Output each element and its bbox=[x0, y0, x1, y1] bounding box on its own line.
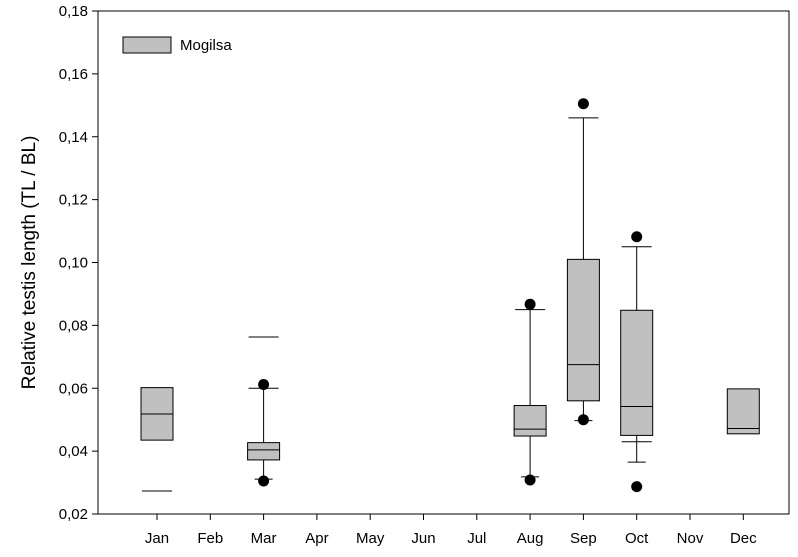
x-tick-label: Jun bbox=[411, 530, 435, 547]
y-tick-label: 0,08 bbox=[59, 317, 88, 334]
outlier-point bbox=[524, 474, 536, 486]
outlier-point bbox=[258, 378, 270, 390]
box-body bbox=[247, 442, 281, 461]
box-series bbox=[140, 98, 760, 493]
y-tick-label: 0,06 bbox=[59, 380, 88, 397]
box-dec bbox=[726, 388, 760, 435]
x-tick-label: Aug bbox=[517, 530, 544, 547]
box-sep bbox=[566, 98, 600, 426]
x-axis: Jan Feb Mar Apr May Jun Jul Aug Sep Oct Nov Dec bbox=[145, 514, 757, 547]
y-tick-label: 0,12 bbox=[59, 192, 88, 209]
x-tick-label: Feb bbox=[197, 530, 223, 547]
y-tick-label: 0,18 bbox=[59, 3, 88, 20]
x-tick-label: Sep bbox=[570, 530, 597, 547]
box-mar bbox=[247, 336, 281, 487]
x-tick-label: Mar bbox=[251, 530, 277, 547]
x-tick-label: Dec bbox=[730, 530, 757, 547]
box-jan bbox=[140, 387, 174, 492]
outlier-point bbox=[577, 414, 589, 426]
plot-frame bbox=[97, 10, 790, 515]
legend-label: Mogilsa bbox=[180, 37, 232, 54]
box-body bbox=[726, 388, 760, 435]
y-tick-label: 0,16 bbox=[59, 66, 88, 83]
x-tick-label: Apr bbox=[305, 530, 328, 547]
outlier-point bbox=[258, 475, 270, 487]
x-tick-label: Oct bbox=[625, 530, 649, 547]
legend-swatch bbox=[122, 36, 172, 54]
outlier-point bbox=[577, 98, 589, 110]
box-body bbox=[620, 309, 654, 436]
y-axis-title: Relative testis length (TL / BL) bbox=[19, 136, 40, 390]
y-tick-label: 0,02 bbox=[59, 506, 88, 523]
box-oct bbox=[620, 231, 654, 493]
y-tick-label: 0,14 bbox=[59, 129, 88, 146]
y-tick-label: 0,10 bbox=[59, 255, 88, 272]
x-tick-label: Nov bbox=[677, 530, 704, 547]
x-tick-label: May bbox=[356, 530, 385, 547]
x-tick-label: Jul bbox=[467, 530, 486, 547]
legend: Mogilsa bbox=[122, 36, 232, 54]
outlier-point bbox=[524, 298, 536, 310]
box-aug bbox=[513, 298, 547, 486]
box-body bbox=[513, 405, 547, 437]
box-body bbox=[566, 258, 600, 402]
outlier-point bbox=[631, 231, 643, 243]
y-axis: 0,02 0,04 0,06 0,08 0,10 0,12 0,14 0,16 0,18 bbox=[59, 3, 98, 523]
y-tick-label: 0,04 bbox=[59, 443, 88, 460]
x-tick-label: Jan bbox=[145, 530, 169, 547]
outlier-point bbox=[631, 481, 643, 493]
